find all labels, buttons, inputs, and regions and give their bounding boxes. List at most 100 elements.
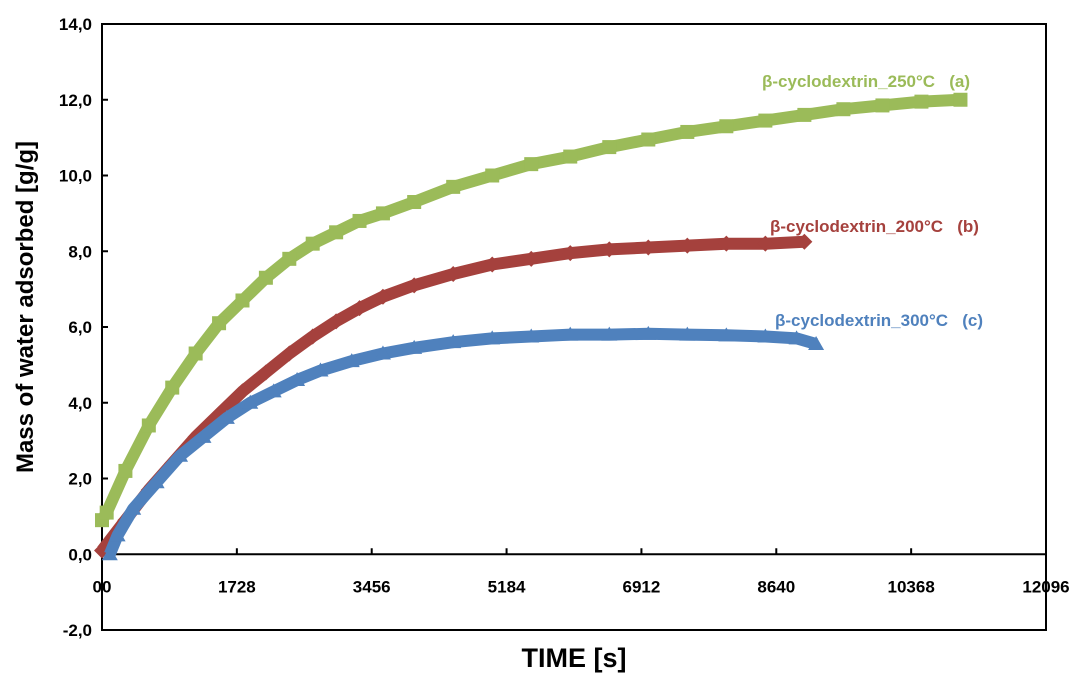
data-point: [953, 92, 968, 107]
data-point: [757, 328, 774, 343]
data-point: [485, 168, 500, 183]
data-point: [562, 245, 579, 262]
data-point: [375, 206, 390, 221]
data-point: [352, 213, 367, 228]
data-point: [218, 409, 235, 424]
data-point: [407, 195, 422, 210]
series-label: β-cyclodextrin_300°C (c): [775, 311, 983, 330]
data-point: [562, 326, 579, 341]
data-point: [374, 345, 391, 360]
data-point: [640, 239, 657, 256]
data-point: [406, 339, 423, 354]
data-point: [836, 102, 851, 117]
data-point: [875, 98, 890, 113]
data-point: [235, 293, 250, 308]
data-point: [343, 353, 360, 368]
data-point: [788, 330, 805, 345]
tick-labels: 00 1728 3456 5184 6912 8640 10368 12096 -2,0 0,0 2…: [59, 15, 1070, 640]
data-point: [305, 236, 320, 251]
data-point: [484, 330, 501, 345]
series-3: [101, 325, 825, 561]
series-labels: β-cyclodextrin_250°C (a) β-cyclodextrin_2…: [762, 72, 983, 330]
data-point: [445, 265, 462, 282]
data-point: [242, 394, 259, 409]
y-tick-label: -2,0: [63, 621, 92, 640]
y-tick-label: 0,0: [68, 545, 92, 564]
data-point: [328, 313, 345, 330]
y-tick-label: 2,0: [68, 470, 92, 489]
data-point: [484, 256, 501, 273]
data-point: [757, 235, 774, 252]
data-point: [351, 300, 368, 317]
series-1: [95, 92, 968, 528]
data-point: [680, 124, 695, 139]
data-point: [524, 157, 539, 172]
y-tick-label: 14,0: [59, 15, 92, 34]
data-point: [719, 119, 734, 134]
x-tick-label: 6912: [623, 577, 661, 596]
data-point: [195, 428, 212, 443]
data-point: [758, 113, 773, 128]
data-point: [212, 316, 227, 331]
y-tick-label: 8,0: [68, 242, 92, 261]
data-point: [257, 364, 274, 381]
data-point: [141, 418, 156, 433]
data-point: [718, 235, 735, 252]
y-axis-title: Mass of water adsorbed [g/g]: [12, 141, 39, 473]
data-point: [718, 327, 735, 342]
data-point: [679, 237, 696, 254]
data-point: [406, 277, 423, 294]
data-point: [446, 179, 461, 194]
data-point: [679, 326, 696, 341]
series-label: β-cyclodextrin_200°C (b): [770, 217, 979, 236]
data-point: [312, 362, 329, 377]
data-point: [796, 233, 813, 250]
y-tick-label: 12,0: [59, 91, 92, 110]
x-tick-label: 00: [93, 577, 112, 596]
x-tick-label: 5184: [488, 577, 526, 596]
data-point: [101, 546, 118, 561]
x-tick-label: 12096: [1022, 577, 1069, 596]
data-point: [601, 326, 618, 341]
data-point: [563, 149, 578, 164]
data-point: [523, 328, 540, 343]
data-point: [304, 328, 321, 345]
data-point: [445, 334, 462, 349]
data-point: [188, 346, 203, 361]
data-point: [914, 94, 929, 109]
x-axis-title: TIME [s]: [522, 643, 627, 673]
data-point: [602, 140, 617, 155]
data-point: [118, 463, 133, 478]
series-layer: [94, 92, 968, 561]
x-tick-label: 3456: [353, 577, 391, 596]
data-point: [281, 345, 298, 362]
x-tick-label: 1728: [218, 577, 256, 596]
data-point: [99, 505, 114, 520]
axis-ticks: [101, 23, 1047, 631]
series-label: β-cyclodextrin_250°C (a): [762, 72, 970, 91]
data-point: [374, 288, 391, 305]
y-tick-label: 10,0: [59, 167, 92, 186]
plot-area: [101, 23, 1047, 631]
data-point: [523, 250, 540, 267]
data-point: [109, 527, 126, 542]
data-point: [258, 270, 273, 285]
data-point: [234, 383, 251, 400]
data-point: [808, 336, 825, 351]
data-point: [641, 132, 656, 147]
x-tick-label: 8640: [757, 577, 795, 596]
data-point: [329, 225, 344, 240]
data-point: [640, 325, 657, 340]
data-point: [601, 241, 618, 258]
data-point: [148, 474, 165, 489]
data-point: [289, 372, 306, 387]
data-point: [282, 251, 297, 266]
data-point: [797, 107, 812, 122]
x-tick-label: 10368: [888, 577, 935, 596]
data-point: [165, 380, 180, 395]
data-point: [125, 500, 142, 515]
y-tick-label: 4,0: [68, 394, 92, 413]
y-tick-label: 6,0: [68, 318, 92, 337]
data-point: [265, 383, 282, 398]
